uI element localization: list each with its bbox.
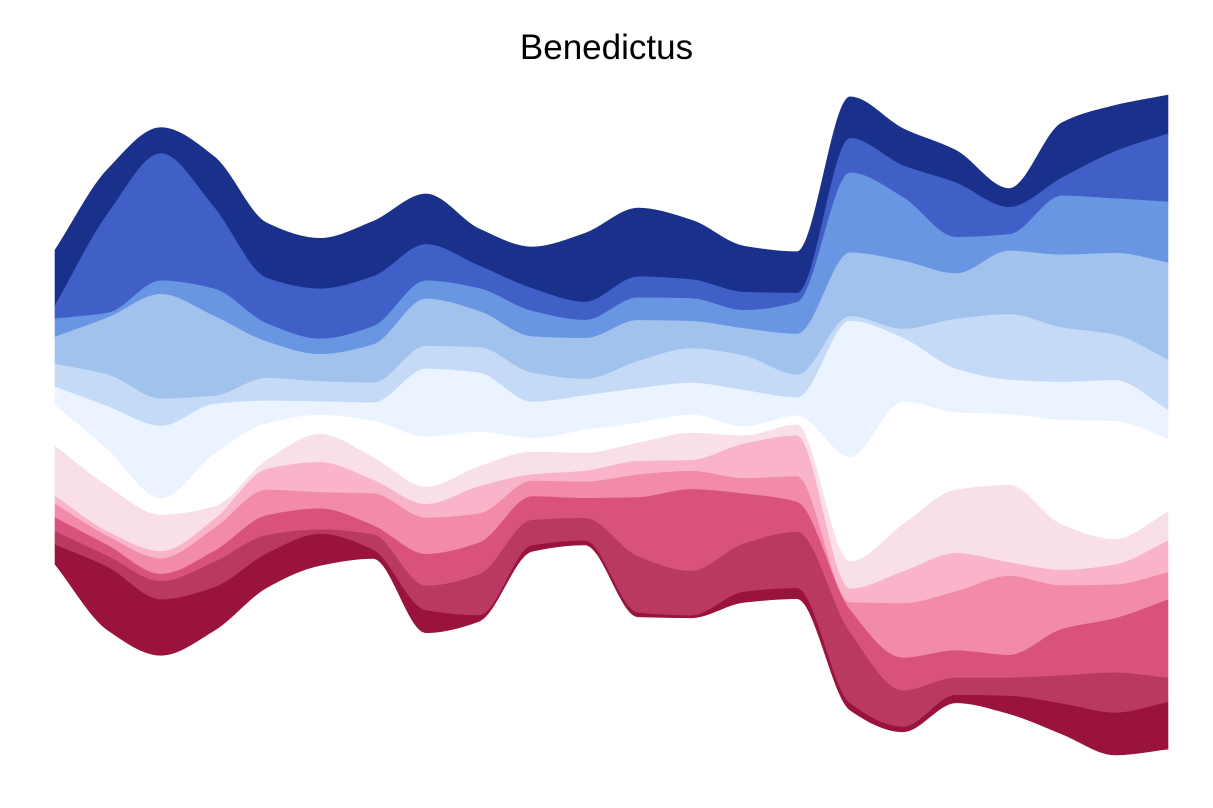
chart-title: Benedictus [519,28,694,67]
stream-layers [54,94,1169,756]
stream-layer-13 [54,94,1169,306]
